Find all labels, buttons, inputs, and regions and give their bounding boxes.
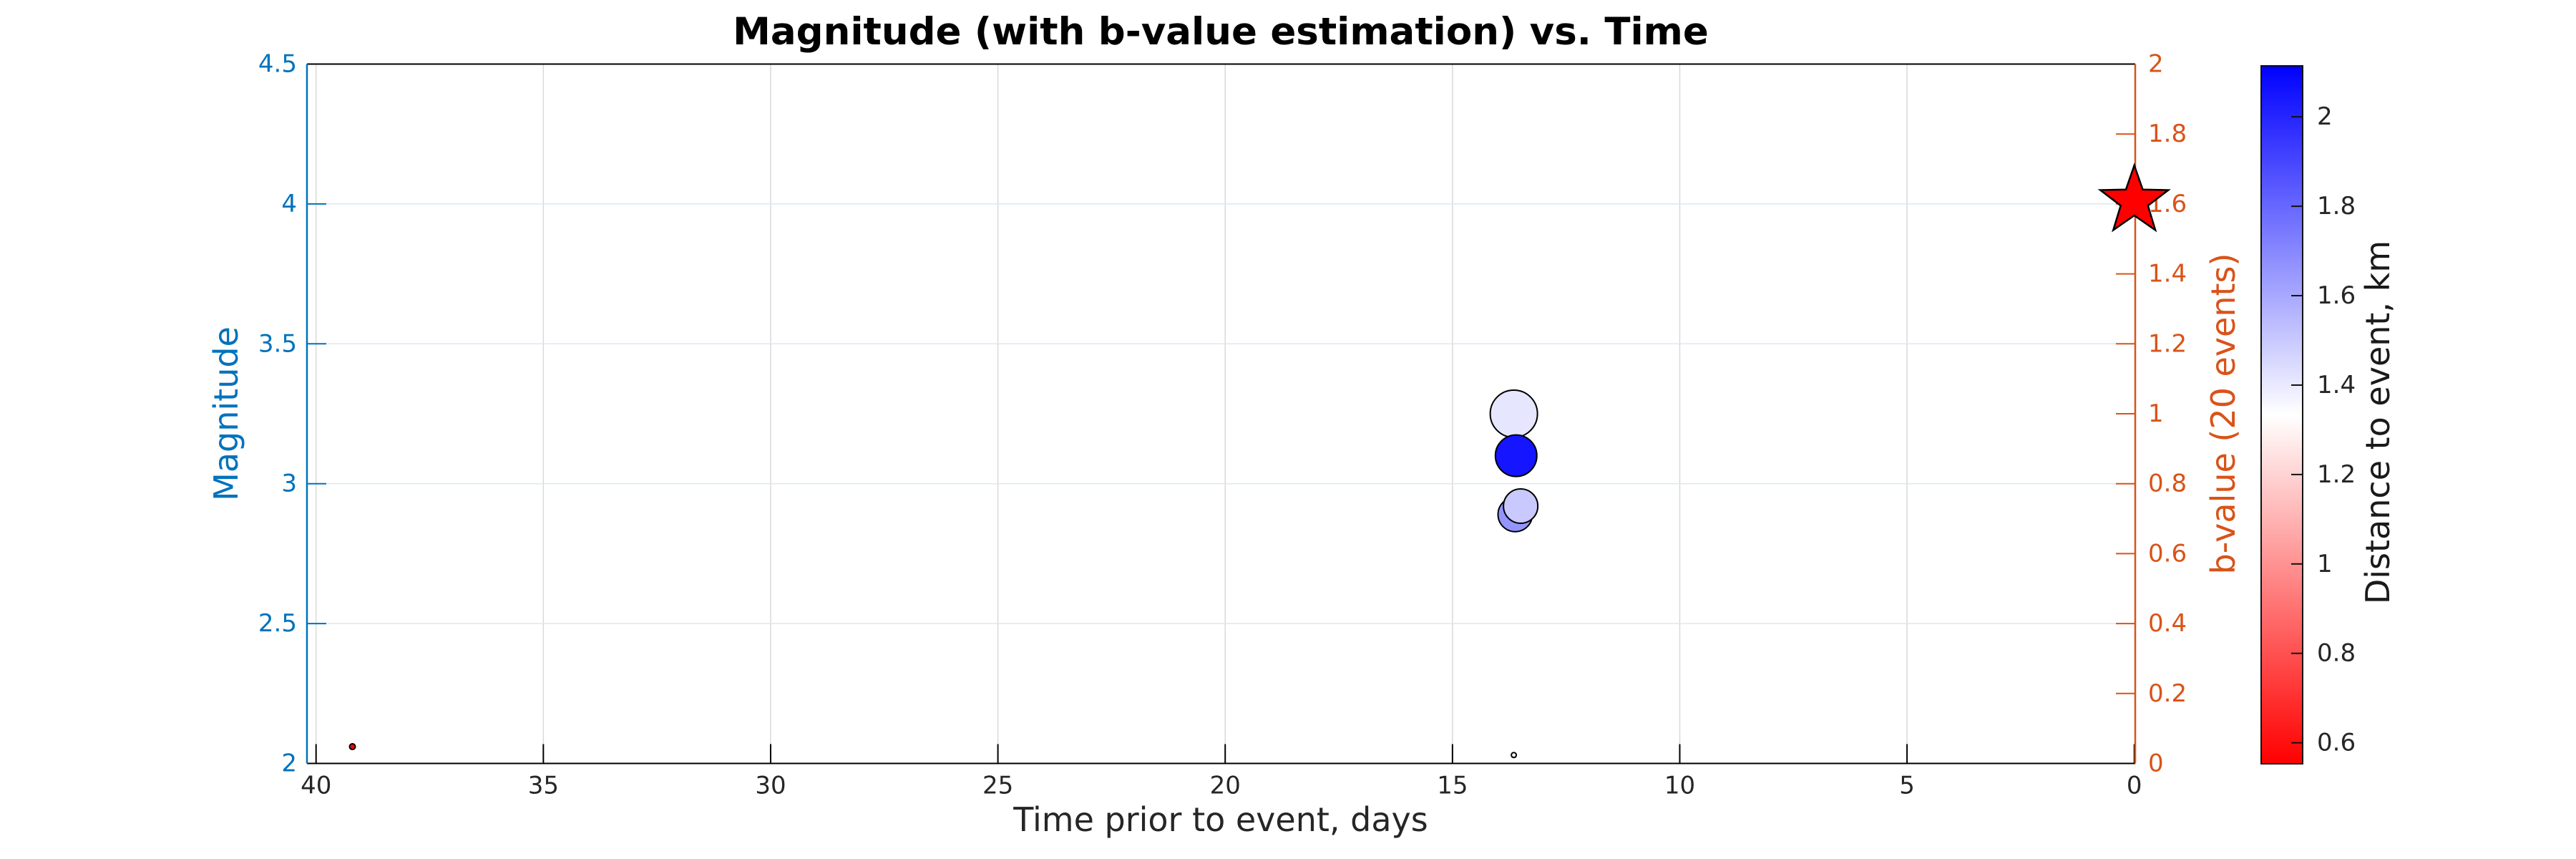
x-tick-label: 5 xyxy=(1899,772,1915,800)
right-tick-label: 1.2 xyxy=(2148,329,2187,358)
x-tick-label: 25 xyxy=(982,772,1013,800)
colorbar-tick-label: 1 xyxy=(2317,550,2333,578)
colorbar-tick-label: 0.6 xyxy=(2317,729,2356,757)
scatter-point xyxy=(1489,389,1538,438)
colorbar-tick-label: 2 xyxy=(2317,102,2333,131)
colorbar-tick-label: 1.6 xyxy=(2317,281,2356,310)
x-tick-label: 30 xyxy=(755,772,786,800)
right-tick-label: 0.6 xyxy=(2148,539,2187,568)
left-tick-label: 2 xyxy=(281,749,297,778)
scatter-point xyxy=(1494,434,1538,477)
colorbar-tick-label: 1.4 xyxy=(2317,371,2356,399)
right-y-axis-label: b-value (20 events) xyxy=(2204,253,2243,575)
colorbar-label: Distance to event, km xyxy=(2358,240,2397,605)
left-tick-label: 4 xyxy=(281,190,297,218)
x-tick-label: 15 xyxy=(1437,772,1468,800)
left-tick-label: 2.5 xyxy=(258,609,297,638)
right-tick-label: 0 xyxy=(2148,749,2164,778)
x-tick-label: 0 xyxy=(2127,772,2142,800)
chart-title: Magnitude (with b-value estimation) vs. … xyxy=(733,10,1709,54)
right-tick-label: 0.8 xyxy=(2148,470,2187,498)
left-y-axis-label: Magnitude xyxy=(207,326,245,501)
right-tick-label: 0.2 xyxy=(2148,679,2187,708)
scatter-point xyxy=(1503,487,1539,524)
right-tick-label: 2 xyxy=(2148,50,2164,79)
x-tick-label: 10 xyxy=(1664,772,1695,800)
colorbar-tick-label: 0.8 xyxy=(2317,639,2356,668)
right-tick-label: 0.4 xyxy=(2148,609,2187,638)
mainshock-star xyxy=(2097,162,2171,233)
colorbar-tick-label: 1.8 xyxy=(2317,192,2356,220)
colorbar-tick-label: 1.2 xyxy=(2317,460,2356,489)
right-tick-label: 1 xyxy=(2148,399,2164,428)
x-tick-label: 35 xyxy=(528,772,559,800)
left-tick-label: 4.5 xyxy=(258,50,297,79)
colorbar xyxy=(2260,65,2303,765)
left-tick-label: 3 xyxy=(281,470,297,498)
x-axis-label: Time prior to event, days xyxy=(1013,800,1428,839)
x-tick-label: 20 xyxy=(1210,772,1241,800)
scatter-point xyxy=(348,743,356,751)
scatter-point xyxy=(1511,752,1518,759)
x-tick-label: 40 xyxy=(301,772,331,800)
right-tick-label: 1.8 xyxy=(2148,120,2187,148)
right-tick-label: 1.4 xyxy=(2148,260,2187,288)
left-tick-label: 3.5 xyxy=(258,329,297,358)
